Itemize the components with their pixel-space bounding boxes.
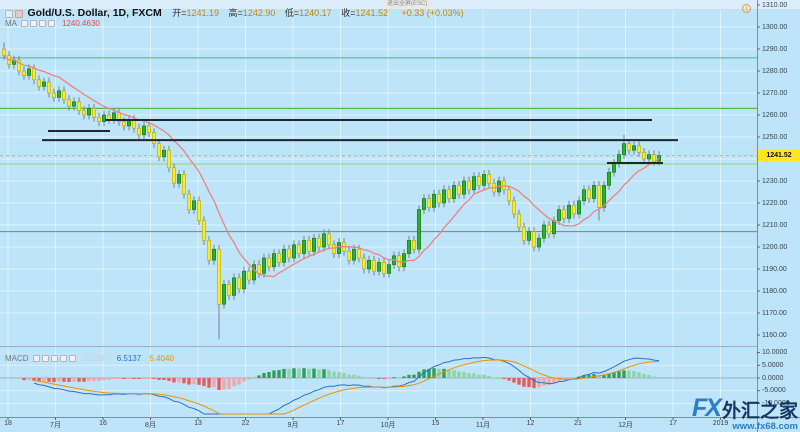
- time-axis-label: 16: [99, 420, 107, 427]
- low-value: 1240.17: [299, 8, 332, 18]
- ma-settings-icon[interactable]: [29, 20, 37, 28]
- site-watermark: FX 外汇之家 www.fx68.com: [692, 393, 798, 432]
- time-axis-label: 8月: [145, 422, 156, 429]
- price-axis-label: 1220.00: [762, 199, 788, 207]
- price-axis-label: 1280.00: [762, 67, 788, 75]
- watermark-url: www.fx68.com: [732, 420, 798, 432]
- price-axis-label: 1200.00: [762, 243, 788, 251]
- macd-indicator-row: MACD 1.1097 6.5137 5.4040: [5, 354, 174, 363]
- price-axis-label: 1290.00: [762, 45, 788, 53]
- ma-indicator-row: MA 1240.4630: [5, 19, 100, 28]
- macd-label: MACD: [5, 354, 29, 363]
- ma-eye-icon[interactable]: [20, 20, 28, 28]
- price-change: +0.33 (+0.03%): [401, 8, 464, 18]
- exit-fullscreen-button[interactable]: 退出全屏(ESC): [383, 0, 432, 9]
- fx-logo: FX: [692, 393, 722, 422]
- price-axis-label: 1210.00: [762, 221, 788, 229]
- macd-axis-label: 10.0000: [762, 349, 788, 357]
- open-value: 1241.19: [186, 8, 220, 18]
- time-axis-label: 10月: [380, 422, 396, 429]
- macd-more-icon[interactable]: [68, 355, 76, 363]
- price-axis-label: 1310.00: [762, 1, 788, 9]
- time-axis-label: 9月: [287, 422, 299, 429]
- time-axis-label: 21: [574, 420, 582, 427]
- ma-value: 1240.4630: [62, 19, 100, 28]
- time-axis-label: 15: [431, 420, 440, 427]
- price-axis-label: 1250.00: [762, 133, 788, 141]
- ma-source-icon[interactable]: [38, 20, 46, 28]
- price-axis-label: 1230.00: [762, 177, 788, 185]
- price-axis-label: 1190.00: [762, 265, 787, 273]
- current-price-tag: 1241.52: [758, 150, 800, 162]
- time-axis-label: 17: [669, 420, 677, 427]
- alert-icon[interactable]: !: [742, 4, 751, 13]
- macd-source-icon[interactable]: [50, 355, 58, 363]
- ma-delete-icon[interactable]: [47, 20, 55, 28]
- collapse-panel-icon[interactable]: [5, 9, 13, 18]
- high-value: 1242.90: [242, 8, 276, 18]
- watermark-brand: 外汇之家: [721, 400, 798, 422]
- macd-eye-icon[interactable]: [32, 355, 40, 363]
- macd-axis-label: -10.0000: [762, 399, 790, 407]
- macd-hist-value: 1.1097: [84, 354, 109, 363]
- macd-axis-label: 5.0000: [762, 361, 784, 369]
- chart-style-icon[interactable]: [15, 9, 23, 18]
- symbol-title[interactable]: Gold/U.S. Dollar, 1D, FXCM: [27, 7, 162, 19]
- macd-settings-icon[interactable]: [41, 355, 49, 363]
- close-value: 1241.52: [355, 8, 389, 18]
- time-axis-label: 11月: [475, 422, 491, 429]
- macd-line-value: 6.5137: [116, 354, 142, 363]
- time-axis-label: 12月: [618, 422, 633, 429]
- time-axis-label: 22: [241, 420, 250, 427]
- time-axis-label: 2019: [712, 420, 729, 427]
- time-axis-label: 12: [526, 420, 535, 427]
- time-axis-label: 7月: [50, 422, 61, 429]
- low-label: 低=: [284, 8, 300, 18]
- macd-axis-label: 0.0000: [762, 374, 784, 382]
- price-axis-label: 1300.00: [762, 23, 788, 31]
- price-axis-label: 1180.00: [762, 287, 787, 295]
- time-axis-label: 17: [336, 420, 345, 427]
- close-label: 收=: [341, 8, 356, 18]
- symbol-header: Gold/U.S. Dollar, 1D, FXCM 开=1241.19 高=1…: [5, 6, 464, 19]
- time-axis-label: 18: [4, 420, 12, 427]
- time-axis-label: 13: [194, 420, 202, 427]
- macd-delete-icon[interactable]: [59, 355, 67, 363]
- price-axis-label: 1270.00: [762, 89, 788, 97]
- macd-axis-label: -5.0000: [762, 387, 786, 395]
- price-axis-label: 1260.00: [762, 111, 788, 119]
- open-label: 开=: [172, 8, 187, 18]
- macd-signal-value: 5.4040: [149, 354, 174, 363]
- high-label: 高=: [228, 8, 243, 18]
- price-axis-label: 1170.00: [762, 309, 787, 317]
- ma-label: MA: [5, 19, 17, 28]
- price-axis-label: 1160.00: [762, 331, 787, 339]
